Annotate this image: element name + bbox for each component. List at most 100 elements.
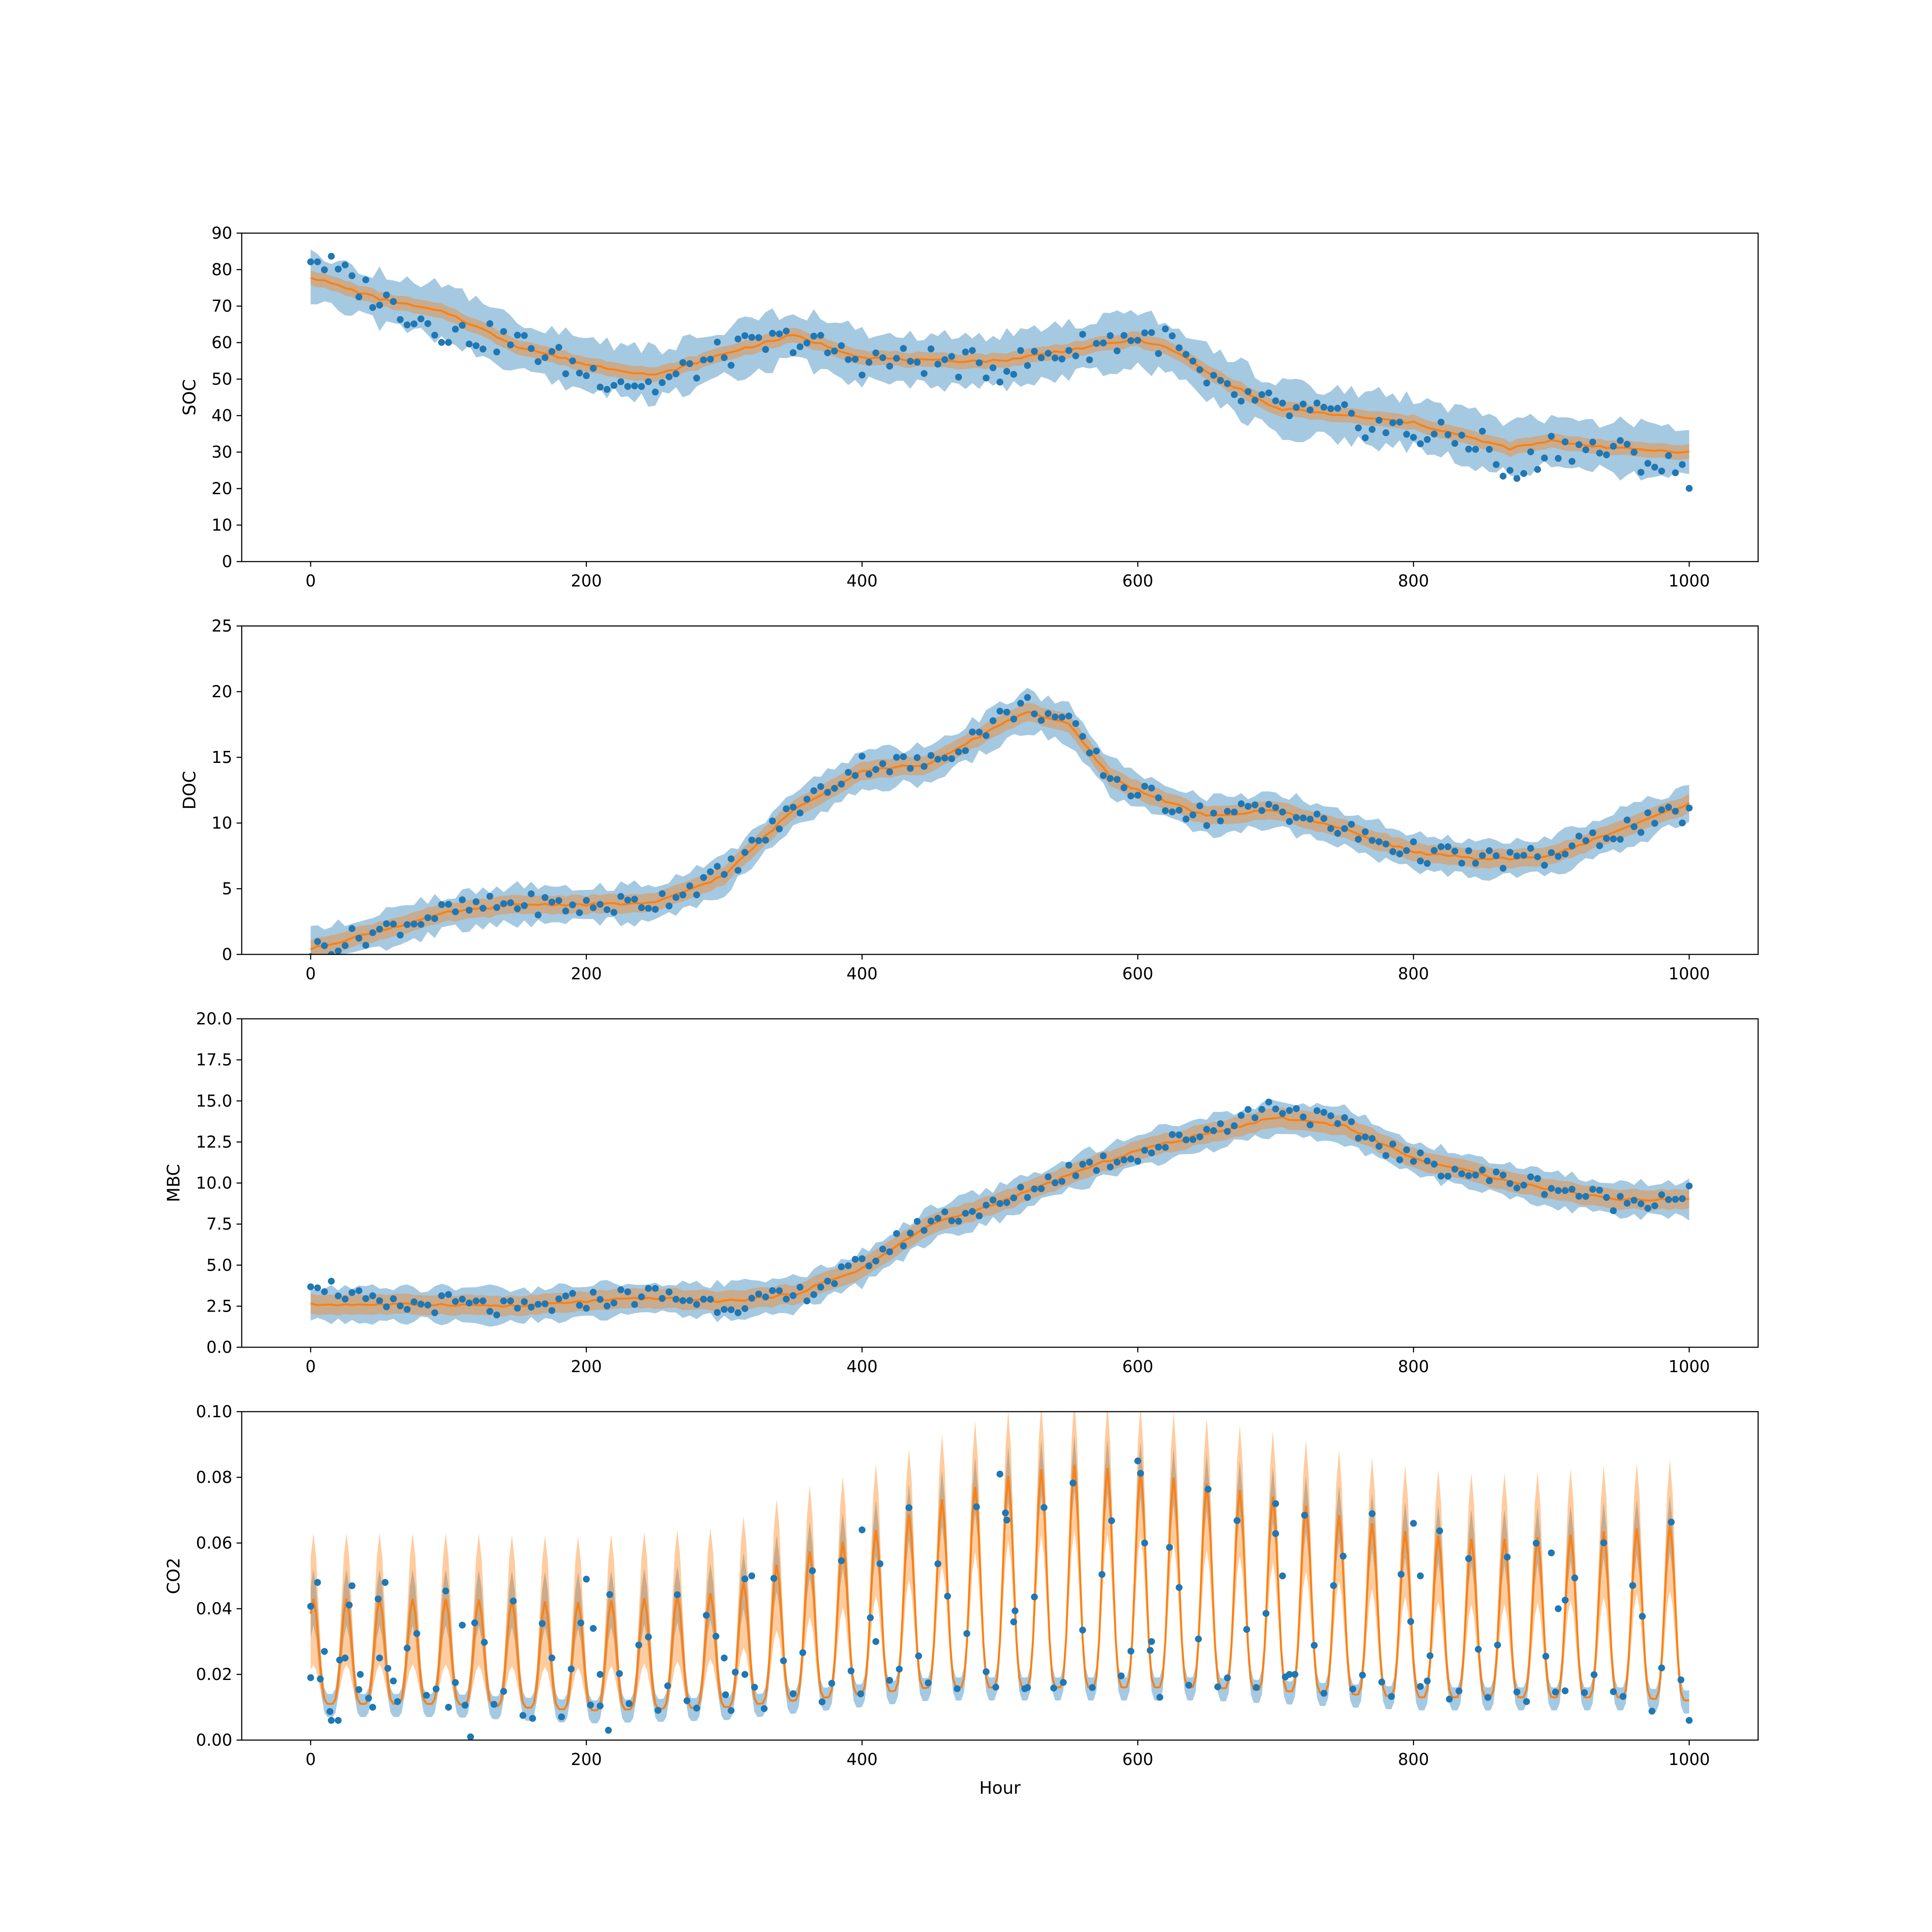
observed-point bbox=[1282, 1673, 1289, 1680]
observed-point bbox=[1279, 808, 1286, 816]
observed-point bbox=[1137, 1470, 1144, 1477]
x-tick-label: 600 bbox=[1122, 1750, 1154, 1769]
observed-point bbox=[1113, 347, 1121, 355]
observed-point bbox=[1017, 1184, 1024, 1191]
observed-point bbox=[803, 796, 811, 803]
y-tick-label: 0.0 bbox=[207, 1338, 232, 1357]
observed-point bbox=[1100, 1152, 1107, 1160]
observed-point bbox=[934, 361, 942, 368]
observed-point bbox=[1086, 1158, 1093, 1166]
observed-point bbox=[727, 855, 735, 863]
observed-point bbox=[783, 1295, 790, 1303]
observed-point bbox=[769, 817, 776, 825]
observed-point bbox=[799, 1649, 806, 1656]
observed-point bbox=[1141, 1540, 1148, 1546]
observed-point bbox=[1045, 349, 1052, 357]
observed-point bbox=[969, 728, 976, 735]
observed-point bbox=[1237, 1112, 1245, 1119]
observed-point bbox=[790, 803, 797, 811]
observed-point bbox=[720, 871, 728, 878]
observed-point bbox=[1548, 1185, 1555, 1192]
observed-point bbox=[1396, 1156, 1403, 1163]
y-tick-label: 60 bbox=[212, 333, 232, 352]
observed-point bbox=[1600, 1539, 1607, 1546]
x-tick-label: 0 bbox=[305, 1357, 316, 1376]
observed-point bbox=[369, 304, 377, 311]
observed-point bbox=[1162, 1144, 1169, 1151]
observed-point bbox=[631, 896, 638, 903]
observed-point bbox=[383, 292, 390, 299]
observed-point bbox=[445, 339, 452, 346]
observed-point bbox=[624, 896, 632, 904]
observed-point bbox=[562, 907, 569, 914]
observed-point bbox=[1359, 1671, 1366, 1679]
observed-point bbox=[1031, 1593, 1038, 1601]
observed-point bbox=[562, 1292, 569, 1300]
observed-point bbox=[1148, 1638, 1155, 1645]
observed-point bbox=[1458, 1170, 1465, 1177]
observed-point bbox=[521, 1298, 528, 1305]
observed-point bbox=[1127, 792, 1135, 799]
x-tick-label: 1000 bbox=[1668, 1357, 1710, 1376]
observed-point bbox=[1127, 337, 1135, 344]
observed-point bbox=[1045, 710, 1052, 717]
observed-point bbox=[1182, 1136, 1190, 1143]
observed-point bbox=[1623, 816, 1631, 823]
observed-point bbox=[568, 1665, 575, 1673]
observed-point bbox=[1272, 1530, 1279, 1537]
axes-frame bbox=[241, 232, 1759, 562]
observed-point bbox=[734, 867, 741, 874]
observed-point bbox=[1492, 1168, 1500, 1176]
observed-point bbox=[1134, 792, 1142, 799]
y-tick-label: 0.06 bbox=[196, 1534, 232, 1552]
observed-point bbox=[1485, 1177, 1493, 1185]
observed-point bbox=[1465, 446, 1472, 453]
observed-point bbox=[1093, 340, 1100, 347]
observed-point bbox=[1677, 1676, 1685, 1683]
observed-point bbox=[1444, 843, 1452, 851]
observed-point bbox=[1644, 460, 1652, 467]
observed-point bbox=[369, 1292, 377, 1300]
observed-point bbox=[1403, 847, 1410, 854]
observed-point bbox=[686, 1297, 693, 1304]
observed-point bbox=[617, 893, 624, 900]
observed-point bbox=[982, 374, 990, 382]
observed-point bbox=[1513, 1688, 1521, 1695]
observed-point bbox=[336, 1656, 343, 1664]
observed-point bbox=[328, 951, 335, 954]
observed-point bbox=[555, 1295, 562, 1303]
observed-point bbox=[975, 729, 983, 736]
observed-point bbox=[1060, 1679, 1067, 1686]
observed-point bbox=[1407, 1618, 1414, 1625]
observed-point bbox=[521, 332, 528, 339]
observed-point bbox=[1658, 806, 1665, 814]
observed-point bbox=[1527, 844, 1534, 852]
observed-point bbox=[686, 882, 693, 890]
observed-point bbox=[346, 1601, 353, 1609]
observed-point bbox=[1010, 715, 1018, 723]
observed-point bbox=[1003, 368, 1011, 375]
x-tick-label: 200 bbox=[571, 964, 602, 983]
observed-point bbox=[879, 354, 887, 361]
observed-point bbox=[1424, 1677, 1431, 1685]
observed-point bbox=[1603, 835, 1610, 842]
observed-point bbox=[348, 272, 355, 279]
observed-point bbox=[376, 301, 383, 309]
observed-point bbox=[851, 355, 859, 363]
observed-point bbox=[577, 1619, 584, 1627]
y-axis-label: MBC bbox=[164, 1164, 184, 1202]
observed-point bbox=[417, 1300, 425, 1308]
observed-point bbox=[383, 920, 390, 927]
observed-point bbox=[1672, 469, 1679, 477]
observed-point bbox=[1507, 1180, 1514, 1187]
observed-point bbox=[831, 785, 838, 792]
observed-point bbox=[934, 1215, 942, 1222]
observed-point bbox=[1311, 1642, 1318, 1649]
observed-point bbox=[982, 732, 990, 739]
observed-point bbox=[1631, 823, 1638, 830]
observed-point bbox=[1065, 1161, 1072, 1169]
observed-point bbox=[1465, 1555, 1472, 1562]
observed-point bbox=[1410, 838, 1417, 845]
observed-point bbox=[1397, 1571, 1405, 1578]
observed-point bbox=[693, 1301, 700, 1308]
